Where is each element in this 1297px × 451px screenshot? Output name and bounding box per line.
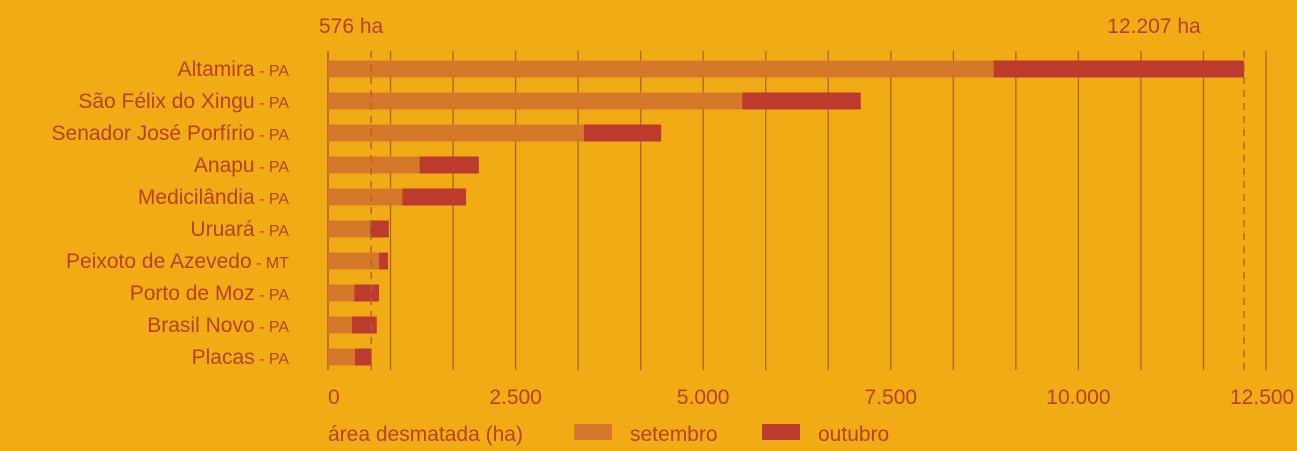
legend-swatch-outubro: [762, 424, 800, 440]
category-name: Peixoto de Azevedo: [66, 250, 252, 273]
category-label: Uruará - PA: [190, 218, 289, 241]
category-uf: PA: [269, 351, 289, 368]
category-uf: PA: [269, 319, 289, 336]
category-label: Altamira - PA: [178, 58, 290, 81]
x-axis-label: área desmatada (ha): [328, 423, 523, 446]
bar-setembro: [328, 284, 355, 302]
category-separator: -: [255, 95, 269, 112]
category-uf: PA: [269, 127, 289, 144]
category-name: Medicilândia: [138, 186, 255, 209]
reference-label: 12.207 ha: [1107, 15, 1201, 38]
category-name: Anapu: [194, 154, 255, 177]
bar-setembro: [328, 60, 994, 78]
bar-outubro: [742, 92, 861, 110]
category-name: Porto de Moz: [130, 282, 255, 305]
bar-outubro: [379, 252, 389, 270]
x-tick-label: 2.500: [489, 386, 542, 409]
bar-setembro: [328, 348, 356, 366]
category-label: Anapu - PA: [194, 154, 289, 177]
category-name: Senador José Porfírio: [52, 122, 255, 145]
x-tick-label: 7.500: [865, 386, 918, 409]
bar-setembro: [328, 124, 584, 142]
category-label: São Félix do Xingu - PA: [78, 90, 289, 113]
category-name: Altamira: [178, 58, 255, 81]
category-label: Senador José Porfírio - PA: [52, 122, 290, 145]
category-label: Brasil Novo - PA: [147, 314, 289, 337]
bar-setembro: [328, 92, 743, 110]
category-separator: -: [255, 319, 269, 336]
category-separator: -: [255, 159, 269, 176]
reference-label: 576 ha: [319, 15, 384, 38]
category-uf: PA: [269, 63, 289, 80]
legend-swatch-setembro: [574, 424, 612, 440]
category-label: Porto de Moz - PA: [130, 282, 290, 305]
category-uf: PA: [269, 191, 289, 208]
bar-outubro: [419, 156, 479, 174]
category-separator: -: [255, 127, 269, 144]
category-separator: -: [255, 351, 269, 368]
category-uf: PA: [269, 159, 289, 176]
x-tick-label: 0: [328, 386, 340, 409]
bar-outubro: [370, 220, 389, 238]
bar-setembro: [328, 220, 371, 238]
reference-lines: 576 ha 12.207 ha: [319, 15, 1245, 370]
x-axis-ticks: 0 2.500 5.000 7.500 10.000 12.500: [328, 386, 1294, 409]
category-name: Placas: [192, 346, 255, 369]
category-label: Placas - PA: [192, 346, 290, 369]
x-tick-label: 12.500: [1230, 386, 1294, 409]
legend-label-outubro: outubro: [818, 423, 889, 446]
category-label: Medicilândia - PA: [138, 186, 289, 209]
category-name: São Félix do Xingu: [78, 90, 254, 113]
bar-setembro: [328, 156, 420, 174]
bar-outubro: [583, 124, 662, 142]
category-uf: PA: [269, 95, 289, 112]
bar-setembro: [328, 316, 353, 334]
legend: área desmatada (ha) setembro outubro: [328, 423, 889, 446]
bars: [328, 60, 1245, 366]
bar-setembro: [328, 252, 380, 270]
bar-outubro: [402, 188, 467, 206]
category-separator: -: [255, 191, 269, 208]
x-tick-label: 5.000: [677, 386, 730, 409]
category-uf: PA: [269, 287, 289, 304]
category-separator: -: [252, 255, 266, 272]
x-tick-label: 10.000: [1046, 386, 1110, 409]
bar-setembro: [328, 188, 403, 206]
bar-outubro: [352, 316, 377, 334]
bar-outubro: [993, 60, 1245, 78]
category-label: Peixoto de Azevedo - MT: [66, 250, 289, 273]
legend-label-setembro: setembro: [630, 423, 718, 446]
category-separator: -: [255, 287, 269, 304]
bar-outubro: [354, 284, 380, 302]
bar-outubro: [355, 348, 372, 366]
category-uf: PA: [269, 223, 289, 240]
category-separator: -: [255, 63, 269, 80]
category-separator: -: [255, 223, 269, 240]
category-name: Brasil Novo: [147, 314, 254, 337]
category-name: Uruará: [190, 218, 255, 241]
category-uf: MT: [266, 255, 289, 272]
